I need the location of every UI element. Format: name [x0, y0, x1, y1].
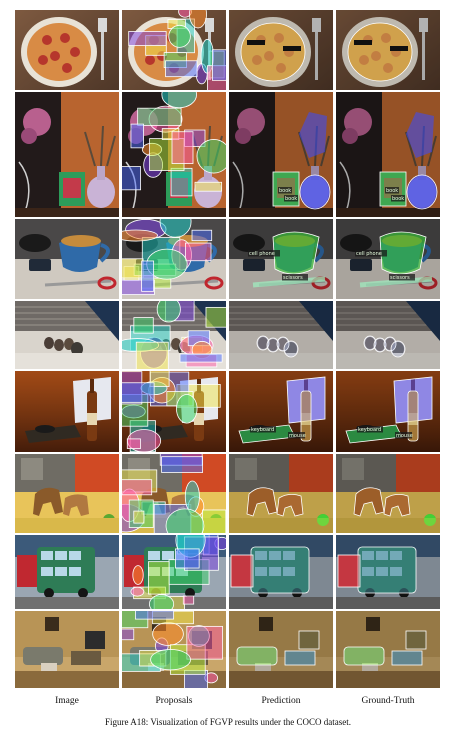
mask-category-label: scissors — [390, 275, 410, 281]
horses-ground-truth-panel — [336, 454, 440, 533]
mask-category-label: cell phone — [356, 251, 382, 257]
mask-label-background — [385, 187, 399, 194]
mask-category-label: keyboard — [358, 427, 381, 433]
mask-label-background — [284, 195, 298, 202]
cup-proposals-panel — [122, 219, 226, 299]
bottle-prediction-panel: keyboard mouse — [229, 371, 333, 452]
bus-proposals-panel — [122, 535, 226, 609]
pizza-image-panel — [15, 10, 119, 90]
mask-label-background — [357, 426, 383, 433]
mask-label-background — [248, 250, 280, 257]
column-label-proposals: Proposals — [155, 696, 193, 706]
mask-label-background — [282, 274, 308, 281]
mask-category-label: book — [392, 196, 404, 202]
column-label-image: Image — [55, 696, 79, 706]
mask-label-background — [278, 187, 292, 194]
cup-prediction-panel: cell phone scissors — [229, 219, 333, 299]
pizza-ground-truth-panel — [336, 10, 440, 90]
horses-proposals-panel — [122, 454, 226, 533]
mask-category-label: mouse — [289, 433, 306, 439]
mask-category-label: cell phone — [249, 251, 275, 257]
bottle-proposals-panel — [122, 371, 226, 452]
pizza-prediction-panel — [229, 10, 333, 90]
column-label-ground-truth: Ground-Truth — [361, 696, 415, 706]
vase-prediction-panel: book book — [229, 92, 333, 217]
column-label-prediction: Prediction — [261, 696, 301, 706]
mask-category-label: book — [386, 188, 398, 194]
cup-image-panel — [15, 219, 119, 299]
bus-image-panel — [15, 535, 119, 609]
mask-category-label: keyboard — [251, 427, 274, 433]
birds-proposals-panel — [122, 301, 226, 369]
mask-category-label: book — [285, 196, 297, 202]
vase-ground-truth-panel: book book — [336, 92, 440, 217]
birds-image-panel — [15, 301, 119, 369]
horses-prediction-panel — [229, 454, 333, 533]
vase-proposals-panel — [122, 92, 226, 217]
mask-category-label: mouse — [396, 433, 413, 439]
birds-prediction-panel — [229, 301, 333, 369]
room-prediction-panel — [229, 611, 333, 688]
pizza-proposals-panel — [122, 10, 226, 90]
mask-label-background — [389, 274, 415, 281]
figure-caption: Figure A18: Visualization of FGVP result… — [105, 717, 351, 727]
mask-category-label: scissors — [283, 275, 303, 281]
vase-image-panel — [15, 92, 119, 217]
bus-prediction-panel — [229, 535, 333, 609]
cup-ground-truth-panel: cell phone scissors — [336, 219, 440, 299]
room-proposals-panel — [122, 611, 226, 688]
bottle-image-panel — [15, 371, 119, 452]
room-image-panel — [15, 611, 119, 688]
bus-ground-truth-panel — [336, 535, 440, 609]
birds-ground-truth-panel — [336, 301, 440, 369]
mask-label-background — [288, 432, 305, 439]
mask-label-background — [395, 432, 412, 439]
mask-label-background — [355, 250, 387, 257]
bottle-ground-truth-panel: keyboard mouse — [336, 371, 440, 452]
mask-category-label: book — [279, 188, 291, 194]
mask-label-background — [250, 426, 276, 433]
room-ground-truth-panel — [336, 611, 440, 688]
horses-image-panel — [15, 454, 119, 533]
mask-label-background — [391, 195, 405, 202]
